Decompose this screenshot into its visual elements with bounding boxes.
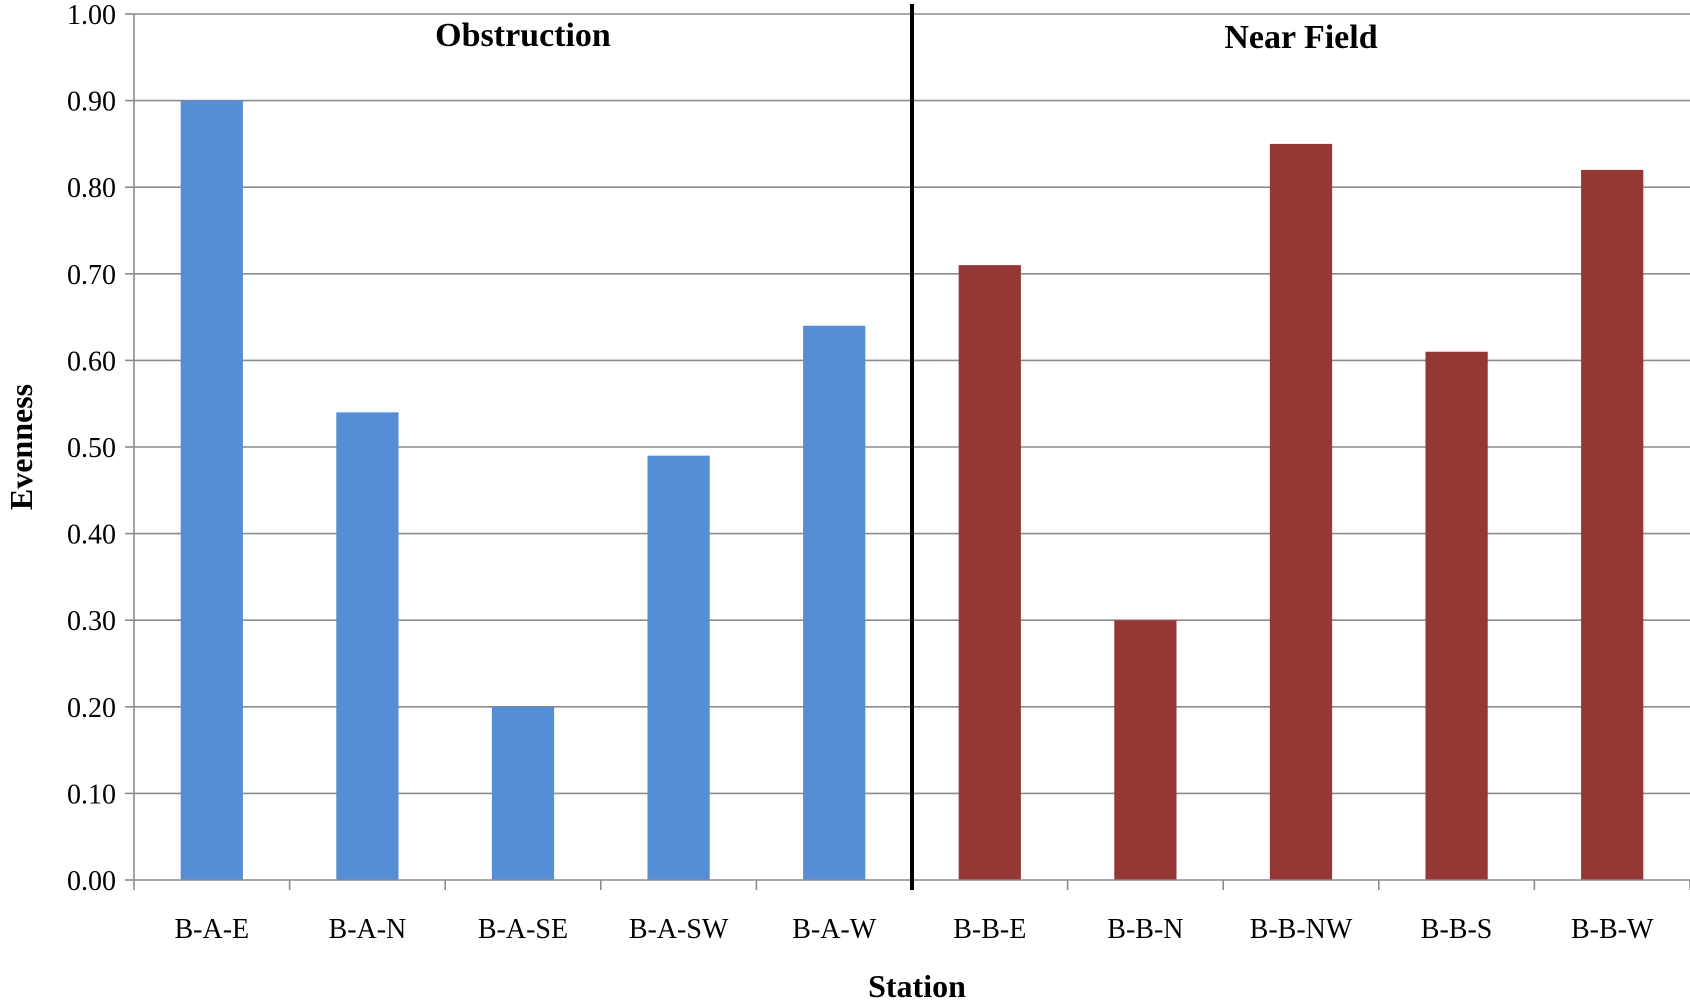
y-tick-label: 0.20 — [67, 693, 116, 724]
y-tick-label: 0.10 — [67, 779, 116, 810]
group-label-obstruction: Obstruction — [435, 17, 611, 54]
bar-b-b-e — [958, 265, 1021, 880]
x-axis-title: Station — [868, 968, 966, 1002]
x-tick-label: B-A-SW — [629, 914, 729, 945]
x-tick-label: B-A-E — [174, 914, 249, 945]
bar-b-a-e — [180, 100, 243, 881]
x-tick-label: B-B-NW — [1250, 914, 1353, 945]
x-tick-label: B-A-N — [329, 914, 407, 945]
y-tick-labels: 0.00 0.10 0.20 0.30 0.40 0.50 0.60 0.70 0.80 0.90… — [67, 0, 116, 897]
y-tick-label: 0.30 — [67, 606, 116, 637]
x-tick-label: B-B-W — [1571, 914, 1654, 945]
y-tick-label: 0.90 — [67, 87, 116, 118]
y-tick-label: 0.00 — [67, 866, 116, 897]
bar-b-a-se — [491, 706, 555, 880]
y-tick-label: 0.70 — [67, 260, 116, 291]
x-tick-labels: B-A-E B-A-N B-A-SE B-A-SW B-A-W B-B-E B-B-N B-B… — [174, 914, 1654, 945]
bar-b-b-n — [1114, 620, 1177, 880]
bar-b-b-w — [1581, 169, 1644, 880]
x-tick-label: B-B-S — [1421, 914, 1493, 945]
bar-b-a-w — [803, 325, 866, 880]
x-tick-label: B-B-E — [953, 914, 1026, 945]
bar-b-b-nw — [1269, 143, 1333, 880]
y-tick-label: 1.00 — [67, 0, 116, 31]
y-tick-label: 0.80 — [67, 173, 116, 204]
y-axis-title: Evenness — [3, 384, 39, 510]
bar-b-b-s — [1425, 351, 1488, 880]
x-tick-label: B-A-W — [792, 914, 877, 945]
y-tick-label: 0.40 — [67, 520, 116, 551]
x-tick-label: B-A-SE — [478, 914, 568, 945]
x-tick-label: B-B-N — [1107, 914, 1183, 945]
bars — [180, 100, 1644, 881]
bar-b-a-sw — [647, 455, 710, 880]
bar-b-a-n — [336, 412, 399, 880]
y-tick-label: 0.60 — [67, 346, 116, 377]
y-tick-label: 0.50 — [67, 433, 116, 464]
group-label-near-field: Near Field — [1224, 19, 1377, 56]
